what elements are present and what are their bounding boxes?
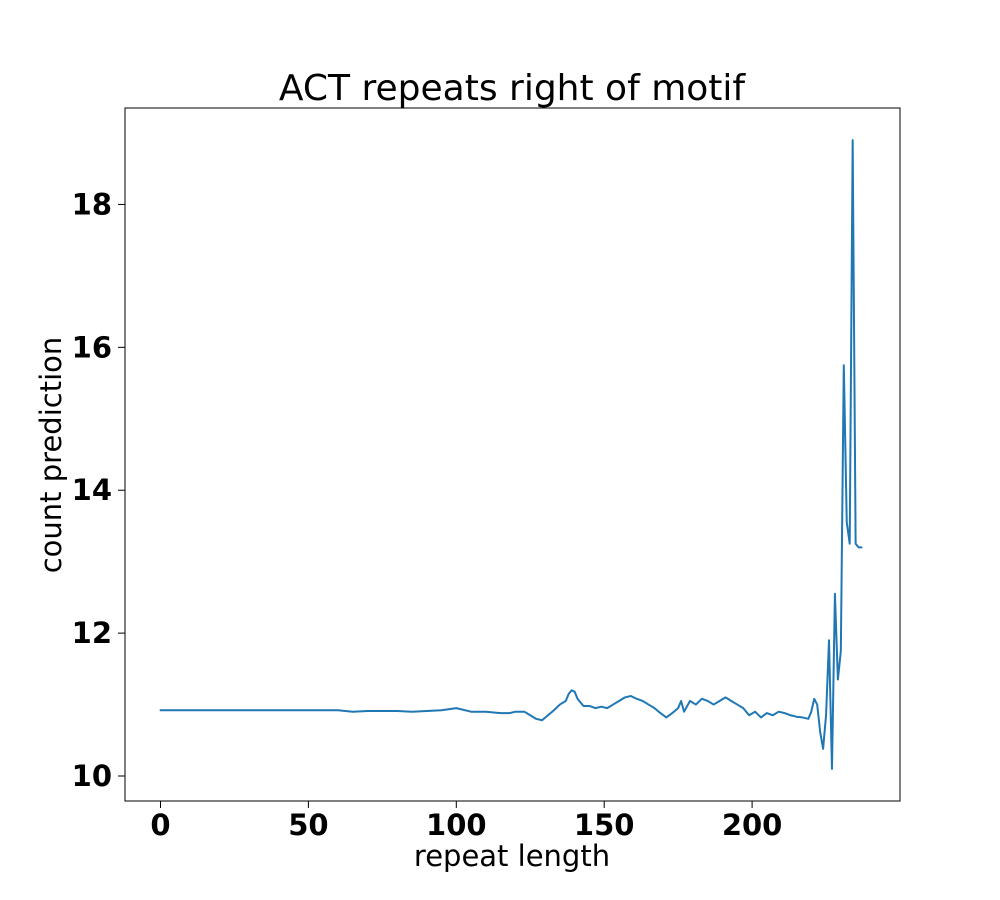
y-axis-ticks: 10 12 14 16 18 (72, 187, 125, 793)
y-tick-label: 12 (72, 616, 112, 650)
x-tick-label: 0 (150, 808, 170, 842)
x-axis-ticks: 0 50 100 150 200 (150, 801, 782, 842)
x-tick-label: 100 (426, 808, 487, 842)
y-tick-label: 16 (72, 330, 112, 364)
y-tick-label: 10 (72, 759, 112, 793)
y-tick-label: 14 (72, 473, 112, 507)
x-axis-label: repeat length (414, 839, 610, 873)
plot-frame (124, 107, 901, 802)
chart-title: ACT repeats right of motif (279, 68, 746, 109)
x-tick-label: 150 (574, 808, 635, 842)
x-tick-label: 50 (288, 808, 328, 842)
y-axis-label: count prediction (34, 337, 68, 574)
y-tick-label: 18 (72, 187, 112, 221)
x-tick-label: 200 (722, 808, 783, 842)
series-line (159, 139, 863, 770)
